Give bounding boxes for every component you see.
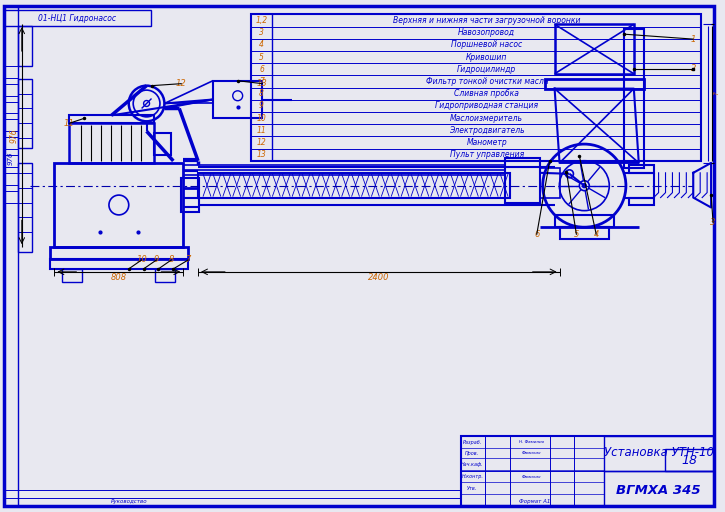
Text: Нач.каф.: Нач.каф. xyxy=(461,462,484,467)
Bar xyxy=(629,165,654,173)
Bar xyxy=(213,81,262,118)
Bar xyxy=(624,29,644,168)
Text: 9: 9 xyxy=(154,255,160,265)
Bar xyxy=(4,83,18,96)
Text: Фильтр тонкой очистки масла: Фильтр тонкой очистки масла xyxy=(426,77,548,86)
Bar xyxy=(4,173,18,185)
Text: Маслоизмеритель: Маслоизмеритель xyxy=(450,114,523,123)
Bar xyxy=(49,259,189,269)
Bar xyxy=(665,449,714,471)
Bar xyxy=(198,173,510,198)
Text: Установка УТН-10: Установка УТН-10 xyxy=(604,445,713,459)
Text: 12: 12 xyxy=(176,79,186,88)
Bar xyxy=(4,10,151,26)
Bar xyxy=(604,471,714,505)
Text: Пульт управления: Пульт управления xyxy=(450,151,524,159)
Text: 4: 4 xyxy=(259,40,264,49)
Text: 3: 3 xyxy=(710,218,716,227)
Bar xyxy=(18,163,32,252)
Bar xyxy=(70,123,154,163)
Text: 3: 3 xyxy=(259,28,264,37)
Text: 4: 4 xyxy=(594,230,599,239)
Text: Манометр: Манометр xyxy=(466,138,507,147)
Text: 5: 5 xyxy=(573,230,579,239)
Bar xyxy=(560,227,609,239)
Bar xyxy=(154,133,171,155)
Text: 11: 11 xyxy=(257,126,266,135)
Bar xyxy=(49,247,189,259)
Text: 7: 7 xyxy=(186,255,191,265)
Text: ВГМХА 345: ВГМХА 345 xyxy=(616,484,701,497)
Text: 9: 9 xyxy=(259,101,264,111)
Bar xyxy=(4,119,18,131)
Text: 976: 976 xyxy=(8,151,14,165)
Text: Верхняя и нижняя части загрузочной воронки: Верхняя и нижняя части загрузочной ворон… xyxy=(393,16,581,25)
Bar xyxy=(555,216,614,227)
Text: 1,2: 1,2 xyxy=(255,16,268,25)
Bar xyxy=(18,26,32,66)
Text: 2: 2 xyxy=(691,65,696,73)
Text: 5: 5 xyxy=(259,53,264,61)
Text: 976: 976 xyxy=(9,129,18,143)
Bar xyxy=(539,168,560,198)
Text: 6: 6 xyxy=(534,230,539,239)
Bar xyxy=(18,79,32,148)
Text: Гидроцилиндр: Гидроцилиндр xyxy=(457,65,516,74)
Bar xyxy=(505,158,539,203)
Text: Н. Фамилия: Н. Фамилия xyxy=(519,440,544,444)
Circle shape xyxy=(582,184,587,188)
Bar xyxy=(460,436,714,505)
Text: Разраб.: Разраб. xyxy=(463,440,482,445)
Bar xyxy=(629,198,654,205)
Text: 13: 13 xyxy=(257,151,266,159)
Text: Поршневой насос: Поршневой насос xyxy=(451,40,523,49)
Text: Фамилия: Фамилия xyxy=(522,451,542,455)
Text: Формат А1: Формат А1 xyxy=(519,499,550,504)
Bar xyxy=(604,436,714,471)
Text: 808: 808 xyxy=(111,273,127,282)
Text: 12: 12 xyxy=(257,138,266,147)
Bar xyxy=(544,79,644,89)
Text: 2400: 2400 xyxy=(368,273,389,282)
Bar xyxy=(181,178,199,212)
Text: Фамилия: Фамилия xyxy=(522,475,542,479)
Text: 1: 1 xyxy=(691,35,696,44)
Bar xyxy=(4,101,18,113)
Bar xyxy=(4,190,18,203)
Bar xyxy=(155,269,175,282)
Text: Кривошип: Кривошип xyxy=(466,53,507,61)
Text: Сливная пробка: Сливная пробка xyxy=(455,89,519,98)
Bar xyxy=(54,163,183,247)
Bar xyxy=(251,14,701,161)
Text: 8: 8 xyxy=(169,255,174,265)
Text: 6: 6 xyxy=(259,65,264,74)
Bar xyxy=(70,115,154,123)
Text: 7: 7 xyxy=(259,77,264,86)
Text: Гидроприводная станция: Гидроприводная станция xyxy=(435,101,539,111)
Text: 18: 18 xyxy=(682,454,697,466)
Text: 11: 11 xyxy=(64,119,75,128)
Text: Утв.: Утв. xyxy=(468,486,478,491)
Bar xyxy=(4,155,18,167)
Text: 10: 10 xyxy=(136,255,147,265)
Text: ?: ? xyxy=(713,92,719,95)
Text: Электродвигатель: Электродвигатель xyxy=(449,126,525,135)
Bar xyxy=(4,137,18,149)
Text: 01-НЦ1 Гидронасос: 01-НЦ1 Гидронасос xyxy=(38,14,116,23)
Bar xyxy=(4,66,18,78)
Bar xyxy=(555,24,634,74)
Text: Руководство: Руководство xyxy=(110,499,147,504)
Text: Навозопровод: Навозопровод xyxy=(458,28,515,37)
Text: 13: 13 xyxy=(257,79,268,88)
Text: Пров.: Пров. xyxy=(465,451,479,456)
Text: 8: 8 xyxy=(259,89,264,98)
Text: 10: 10 xyxy=(257,114,266,123)
Text: Н.контр.: Н.контр. xyxy=(462,474,484,479)
Bar xyxy=(62,269,82,282)
